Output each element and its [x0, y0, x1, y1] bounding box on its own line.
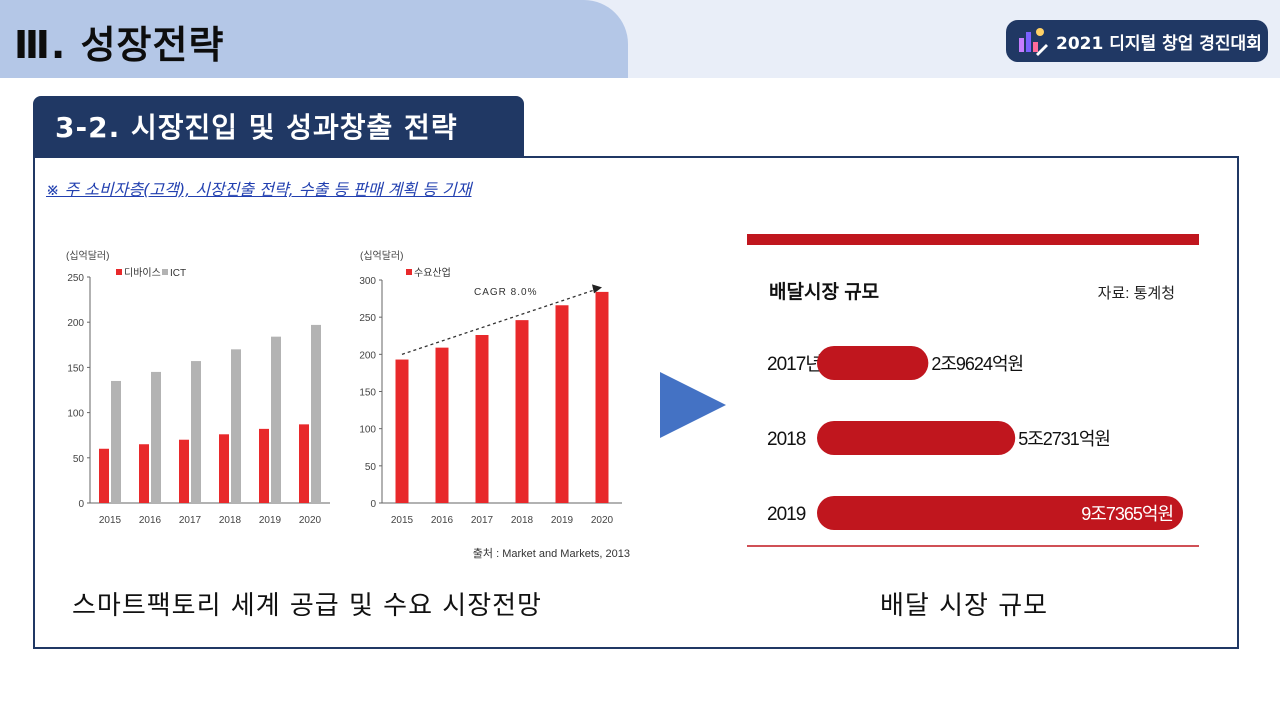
legend-swatch-demand	[406, 269, 412, 275]
bar-device	[259, 428, 269, 503]
demand-bar-chart: (십억달러) 0 50 100 150 200 250 300 2015 2016 2017 2018…	[359, 250, 630, 560]
right-arrow-icon	[660, 372, 726, 438]
x-tick-label: 2020	[591, 515, 614, 526]
y-tick-label: 300	[359, 276, 376, 287]
section-title-text: 3-2. 시장진입 및 성과창출 전략	[55, 111, 458, 144]
x-tick-label: 2015	[391, 515, 414, 526]
bar-ict	[231, 349, 241, 503]
legend-swatch-ict	[162, 269, 168, 275]
x-tick-label: 2019	[259, 515, 282, 526]
x-tick-label: 2017	[471, 515, 494, 526]
x-tick-label: 2016	[139, 515, 162, 526]
delivery-market-chart: 배달시장 규모 자료: 통계청 2017년 2조9624억원 2018 5조2731억원 2…	[747, 234, 1199, 547]
section-title: 3-2. 시장진입 및 성과창출 전략	[33, 96, 524, 156]
bar-demand	[555, 305, 569, 503]
bar-ict	[151, 371, 161, 503]
legend-label-ict: ICT	[170, 268, 186, 279]
legend-swatch-device	[116, 269, 122, 275]
legend-label-device: 디바이스	[124, 267, 161, 279]
bar-device	[139, 444, 149, 503]
right-caption: 배달 시장 규모	[880, 591, 1049, 621]
y-tick-label: 250	[67, 273, 84, 284]
top-red-band	[747, 234, 1199, 245]
bar-device	[219, 434, 229, 503]
y-axis-label: (십억달러)	[360, 250, 403, 262]
legend-label-demand: 수요산업	[414, 266, 451, 279]
bar-demand	[435, 347, 449, 503]
y-tick-label: 250	[359, 313, 376, 324]
y-tick-label: 200	[359, 350, 376, 361]
x-tick-label: 2017	[179, 515, 202, 526]
delivery-bar	[817, 421, 1016, 455]
contest-logo-icon	[1019, 28, 1048, 56]
left-caption: 스마트팩토리 세계 공급 및 수요 시장전망	[72, 591, 542, 621]
bar-ict	[271, 336, 281, 503]
delivery-bar	[817, 346, 929, 380]
value-label: 9조7365억원	[1081, 504, 1173, 524]
bar-device	[299, 424, 309, 503]
x-tick-label: 2020	[299, 515, 322, 526]
delivery-bar	[817, 496, 1183, 530]
y-tick-label: 50	[73, 454, 85, 465]
x-tick-label: 2019	[551, 515, 574, 526]
event-badge: 2021 디지털 창업 경진대회	[1006, 20, 1268, 62]
bar-demand	[515, 320, 529, 503]
cagr-annotation: CAGR 8.0%	[474, 287, 537, 298]
page-title: Ⅲ. 성장전략	[14, 23, 225, 67]
category-label: 2018	[767, 429, 806, 450]
bar-ict	[111, 380, 121, 503]
y-tick-label: 150	[359, 388, 376, 399]
bar-demand	[595, 291, 609, 503]
bar-device	[99, 448, 109, 503]
bar-ict	[311, 324, 321, 503]
chart-source: 자료: 통계청	[1098, 285, 1175, 302]
chart-source: 출처 : Market and Markets, 2013	[473, 547, 630, 560]
title-tab	[0, 0, 628, 78]
y-axis-label: (십억달러)	[66, 250, 109, 262]
badge-label: 2021 디지털 창업 경진대회	[1056, 33, 1262, 54]
x-tick-label: 2018	[219, 515, 242, 526]
trend-line	[401, 288, 597, 355]
bar-ict	[191, 361, 201, 503]
value-label: 2조9624억원	[931, 354, 1023, 374]
trend-arrow-icon	[592, 284, 602, 294]
y-tick-label: 200	[67, 318, 84, 329]
x-tick-label: 2018	[511, 515, 534, 526]
supply-bar-chart: (십억달러) 0 50 100 150 200 250 2015 2016 2017 2018 201…	[66, 250, 330, 526]
y-tick-label: 0	[370, 499, 376, 510]
x-tick-label: 2015	[99, 515, 122, 526]
value-label: 5조2731억원	[1018, 429, 1110, 449]
chart-title: 배달시장 규모	[769, 281, 879, 303]
instruction-note: ※ 주 소비자층(고객), 시장진출 전략, 수출 등 판매 계획 등 기재	[46, 180, 472, 199]
y-tick-label: 50	[365, 462, 377, 473]
bar-demand	[395, 359, 409, 503]
bar-device	[179, 439, 189, 503]
y-tick-label: 150	[67, 363, 84, 374]
y-tick-label: 0	[78, 499, 84, 510]
bar-demand	[475, 335, 489, 503]
y-tick-label: 100	[67, 409, 84, 420]
y-tick-label: 100	[359, 425, 376, 436]
x-tick-label: 2016	[431, 515, 454, 526]
category-label: 2017년	[767, 353, 822, 375]
category-label: 2019	[767, 504, 806, 525]
